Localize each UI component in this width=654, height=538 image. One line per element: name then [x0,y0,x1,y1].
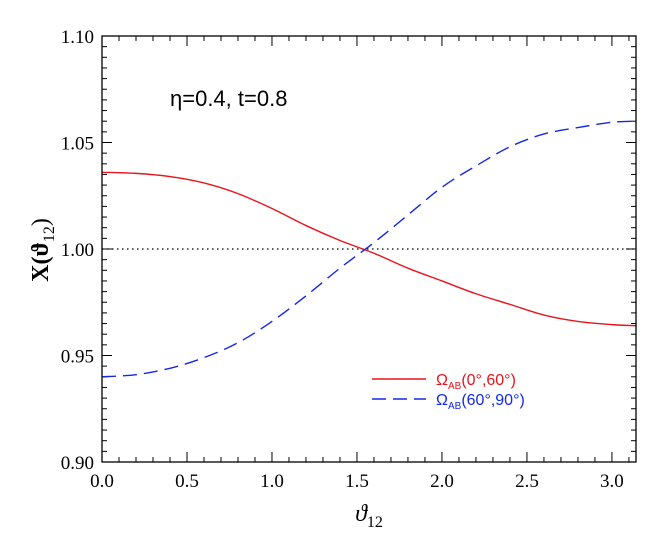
legend-label-series-2-sub: AB [448,401,462,412]
x-tick-label: 1.5 [345,471,369,492]
y-tick-label: 0.95 [61,347,94,368]
y-axis-label-main: X(ϑ [28,242,54,282]
x-axis-label-sub: 12 [367,514,383,531]
x-axis-label: ϑ12 [355,501,383,531]
x-tick-label: 1.0 [260,471,284,492]
y-tick-label: 1.05 [61,134,94,155]
x-tick-label: 0.0 [90,471,114,492]
legend-label-series-2: ΩAB(60°,90°) [436,392,525,412]
chart-annotation: η=0.4, t=0.8 [170,86,287,111]
legend-label-series-1-suffix: (0°,60°) [461,372,516,389]
legend-label-series-2-suffix: (60°,90°) [461,392,525,409]
legend-label-series-1-sub: AB [448,381,462,392]
x-tick-label: 2.0 [430,471,454,492]
series-line-1 [101,171,637,327]
series-layer [101,120,637,378]
legend-label-series-2-name: Ω [436,392,448,409]
tick-labels: 0.0 0.5 1.0 1.5 2.0 2.5 3.0 0.90 0.95 1.00 1.05 1.1… [61,27,624,492]
y-tick-label: 0.90 [61,453,94,474]
x-tick-label: 0.5 [175,471,199,492]
legend: ΩAB(0°,60°) ΩAB(60°,90°) [372,372,525,412]
plot-frame [101,35,637,463]
axis-ticks [101,35,636,463]
y-tick-label: 1.00 [61,240,94,261]
y-axis-label-sub: 12 [41,226,58,242]
legend-label-series-1-name: Ω [436,372,448,389]
x-tick-label: 3.0 [600,471,624,492]
y-axis-label-close: ) [28,218,54,226]
x-tick-label: 2.5 [515,471,539,492]
legend-label-series-1: ΩAB(0°,60°) [436,372,516,392]
y-axis-label: X(ϑ12) [28,218,58,282]
series-line-2 [101,120,637,378]
y-tick-label: 1.10 [61,27,94,48]
x-axis-label-main: ϑ [355,501,368,527]
